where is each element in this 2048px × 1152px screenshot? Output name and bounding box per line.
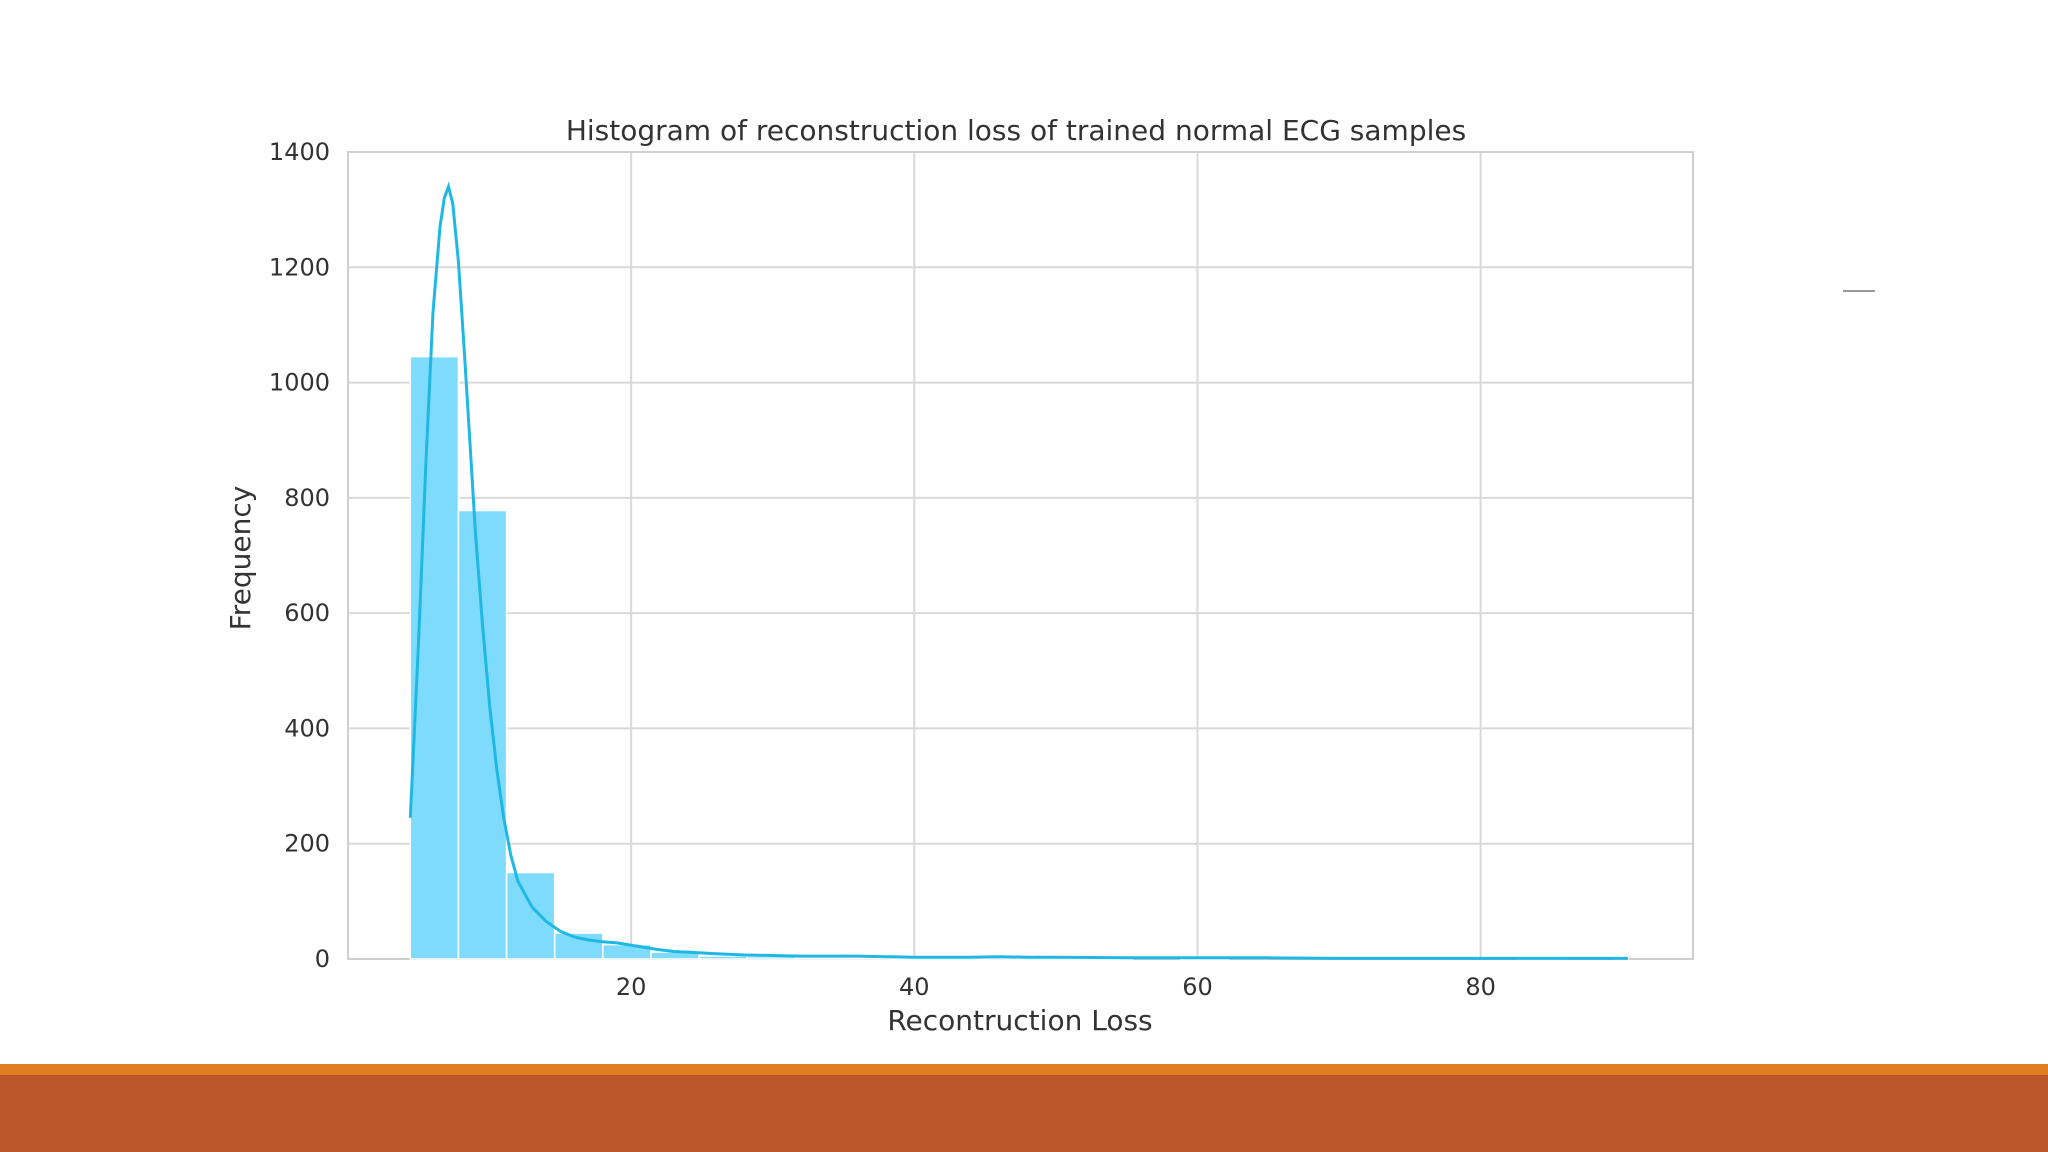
y-tick-label: 600 [284, 599, 330, 627]
y-tick-label: 400 [284, 714, 330, 742]
histogram-bar [794, 957, 845, 960]
x-axis-label: Recontruction Loss [887, 1004, 1152, 1037]
y-tick-label: 800 [284, 484, 330, 512]
y-tick-label: 0 [315, 945, 330, 973]
chart-title: Histogram of reconstruction loss of trai… [566, 114, 1466, 147]
x-tick-label: 20 [616, 973, 647, 1001]
x-tick-label: 60 [1182, 973, 1213, 1001]
y-tick-label: 1000 [269, 369, 330, 397]
bars-layer [409, 355, 1629, 961]
plot-frame [347, 151, 1694, 960]
y-tick-label: 1200 [269, 253, 330, 281]
histogram-bar [457, 509, 508, 960]
histogram-bar [698, 955, 749, 960]
footer-band [0, 1075, 2048, 1152]
y-axis-label: Frequency [224, 486, 257, 631]
y-tick-label: 1400 [269, 138, 330, 166]
footer-stripe [0, 1064, 2048, 1075]
y-tick-label: 200 [284, 830, 330, 858]
stray-mark [1843, 290, 1875, 292]
x-tick-label: 80 [1465, 973, 1496, 1001]
grid-layer [348, 151, 1693, 960]
x-tick-label: 40 [899, 973, 930, 1001]
ticks-layer: 0 200 400 600 800 1000 1200 1400 20 40 60 80 [269, 138, 1496, 1001]
histogram-bar [505, 871, 556, 960]
kde-curve [408, 181, 1628, 960]
